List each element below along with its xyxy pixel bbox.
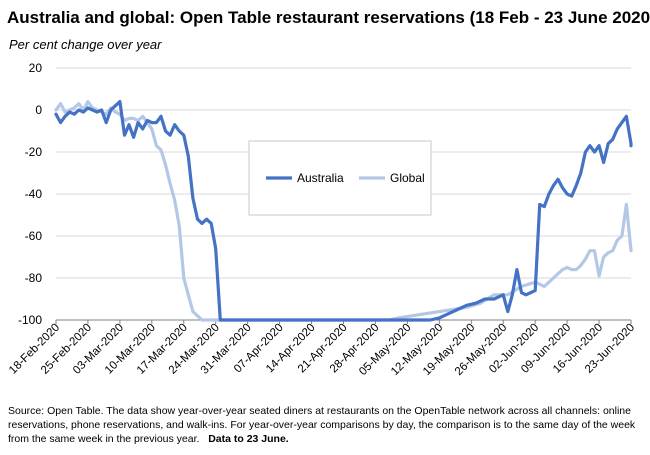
source-note: Source: Open Table. The data show year-o… — [8, 404, 644, 446]
series-lines — [54, 100, 633, 322]
y-tick-label: -60 — [25, 229, 43, 243]
y-tick-label: -80 — [25, 271, 43, 285]
legend-label-global: Global — [390, 171, 425, 185]
x-axis: 18-Feb-202025-Feb-202003-Mar-202010-Mar-… — [7, 319, 637, 378]
y-tick-label: -20 — [25, 145, 43, 159]
gridlines — [56, 67, 631, 279]
y-axis: 20 0 -20 -40 -60 -80 -100 — [18, 61, 42, 327]
y-tick-label: -40 — [25, 187, 43, 201]
y-tick-label: -100 — [18, 313, 42, 327]
series-line-global — [54, 100, 633, 322]
legend-label-australia: Australia — [297, 171, 344, 185]
data-note: Data to 23 June. — [208, 433, 289, 445]
y-axis-label: Per cent change over year — [9, 37, 162, 52]
source-text: Source: Open Table. The data show year-o… — [8, 405, 636, 445]
y-tick-label: 0 — [35, 103, 42, 117]
y-tick-label: 20 — [29, 61, 43, 75]
series-line-australia — [54, 100, 633, 322]
legend: Australia Global — [248, 140, 432, 216]
chart-title: Australia and global: Open Table restaur… — [7, 8, 650, 27]
